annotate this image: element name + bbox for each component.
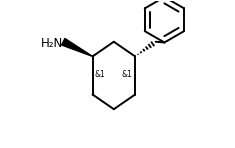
- Text: &1: &1: [94, 70, 105, 78]
- Text: H₂N: H₂N: [40, 37, 63, 50]
- Polygon shape: [62, 38, 93, 56]
- Text: &1: &1: [121, 70, 132, 78]
